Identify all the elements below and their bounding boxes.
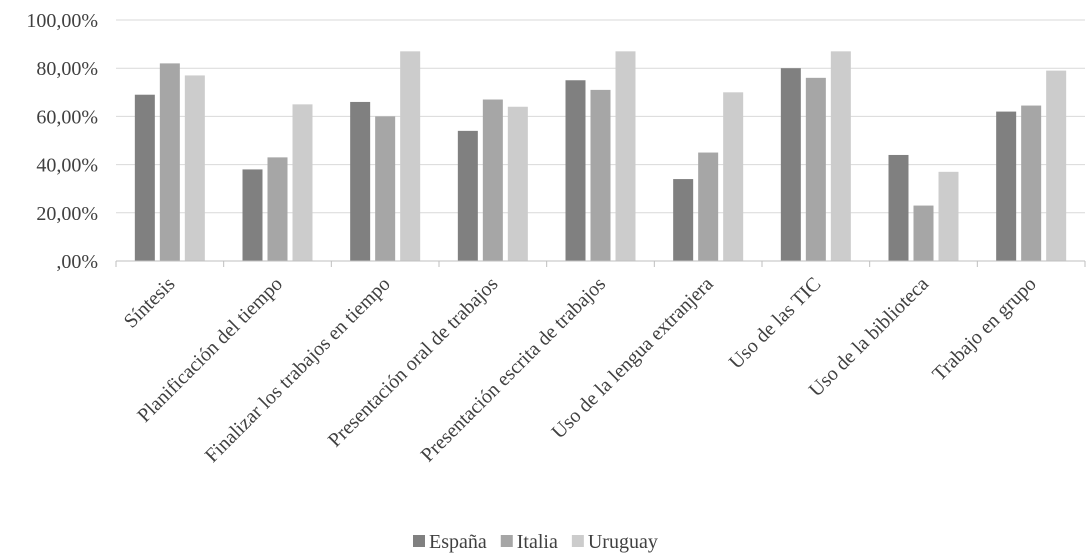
bar-espa-a-5 — [565, 80, 586, 261]
bar-espa-a-7 — [780, 68, 801, 261]
legend-label: España — [429, 531, 487, 553]
bars — [134, 51, 1067, 262]
bar-uruguay-2 — [292, 104, 313, 261]
bar-uruguay-7 — [830, 51, 851, 261]
x-category-label: Uso de las TIC — [725, 273, 826, 374]
x-axis — [115, 260, 1086, 267]
x-category-label: Síntesis — [120, 273, 180, 333]
y-tick-label: 60,00% — [36, 106, 98, 128]
bar-uruguay-3 — [400, 51, 421, 261]
legend-swatch — [571, 535, 584, 547]
y-tick-label: 20,00% — [36, 203, 98, 225]
bar-italia-6 — [698, 152, 719, 261]
legend-label: Uruguay — [588, 531, 658, 553]
bar-uruguay-6 — [723, 92, 744, 261]
y-tick-label: 100,00% — [26, 10, 98, 32]
bar-espa-a-3 — [350, 101, 371, 261]
y-axis-tick-labels: ,00% 20,00% 40,00% 60,00% 80,00% 100,00% — [26, 10, 98, 273]
bar-uruguay-1 — [184, 75, 205, 262]
y-tick-label: 80,00% — [36, 58, 98, 80]
bar-uruguay-4 — [507, 106, 528, 261]
legend-label: Italia — [517, 531, 558, 553]
bar-uruguay-9 — [1046, 70, 1067, 261]
bar-uruguay-8 — [938, 171, 959, 261]
bar-espa-a-1 — [134, 94, 155, 262]
x-category-label: Presentación oral de trabajos — [324, 273, 503, 452]
bar-espa-a-6 — [673, 179, 694, 261]
y-tick-label: ,00% — [56, 251, 98, 273]
bar-italia-5 — [590, 89, 611, 261]
x-category-label: Finalizar los trabajos en tiempo — [201, 273, 395, 467]
bar-italia-4 — [482, 99, 503, 261]
bar-italia-7 — [805, 77, 826, 261]
bar-italia-1 — [159, 63, 180, 261]
x-category-label: Uso de la biblioteca — [805, 273, 933, 401]
bar-italia-3 — [375, 116, 396, 262]
bar-italia-2 — [267, 157, 288, 261]
x-category-label: Trabajo en grupo — [928, 273, 1040, 385]
legend-swatch — [413, 535, 425, 547]
bar-espa-a-8 — [888, 154, 909, 261]
bar-espa-a-4 — [457, 130, 478, 261]
y-tick-label: 40,00% — [36, 155, 98, 177]
bar-espa-a-9 — [996, 111, 1017, 261]
legend-swatch — [500, 535, 513, 547]
bar-italia-8 — [913, 205, 934, 261]
bar-italia-9 — [1021, 105, 1042, 262]
legend: España Italia Uruguay — [413, 531, 658, 553]
bar-espa-a-2 — [242, 169, 263, 261]
x-category-label: Presentación escrita de trabajos — [417, 273, 611, 467]
bar-uruguay-5 — [615, 51, 636, 261]
